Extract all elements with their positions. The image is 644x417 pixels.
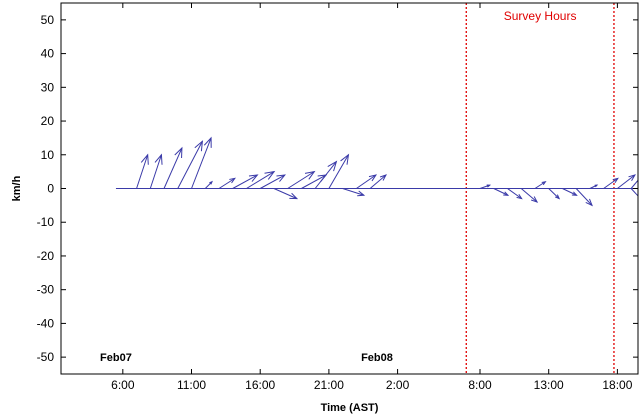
wind-vector [630,188,638,197]
y-tick-label: -40 [37,316,55,330]
wind-vector [369,174,387,189]
wind-vector [356,174,378,189]
wind-vector [342,188,366,197]
wind-vector [328,153,350,189]
wind-vector [603,177,619,189]
x-tick-label: 21:00 [314,378,344,392]
x-tick-label: 18:00 [602,378,632,392]
wind-vector [562,188,578,196]
wind-vector [589,184,599,189]
y-tick-label: 50 [41,13,55,27]
wind-vector [493,188,510,196]
wind-vector [520,188,539,203]
x-tick-label: 16:00 [245,378,275,392]
wind-vector [575,188,593,207]
wind-vector [232,174,259,189]
wind-vector [548,188,561,200]
date-label: Feb07 [100,352,132,364]
y-tick-label: 30 [41,80,55,94]
wind-vector [273,188,299,200]
wind-vector [287,170,316,189]
x-tick-label: 6:00 [111,378,135,392]
x-tick-label: 2:00 [386,378,410,392]
y-axis-label: km/h [11,175,23,201]
x-tick-label: 11:00 [177,378,206,392]
date-label: Feb08 [361,352,393,364]
y-tick-label: 0 [47,182,54,196]
wind-vector [617,174,636,189]
y-tick-label: 40 [41,47,55,61]
wind-vector [191,136,212,189]
wind-vector [246,170,276,189]
wind-vector [534,181,547,189]
wind-vector [163,146,183,189]
y-tick-label: -20 [37,249,55,263]
y-tick-label: 10 [41,148,55,162]
x-tick-label: 13:00 [534,378,564,392]
wind-vector [204,180,213,189]
wind-vector [630,179,638,189]
wind-vector [218,177,236,189]
x-axis-label: Time (AST) [321,402,379,414]
wind-vector [507,188,523,200]
survey-hours-label: Survey Hours [504,9,577,23]
y-tick-label: -10 [37,215,55,229]
wind-vector [136,153,149,189]
y-tick-label: -30 [37,283,55,297]
wind-vector [479,184,492,189]
y-tick-label: -50 [37,350,55,364]
wind-vector [177,140,204,189]
wind-vector [314,160,338,189]
y-tick-label: 20 [41,114,55,128]
wind-vector [259,174,287,189]
x-tick-label: 8:00 [468,378,492,392]
wind-vector [149,153,163,189]
